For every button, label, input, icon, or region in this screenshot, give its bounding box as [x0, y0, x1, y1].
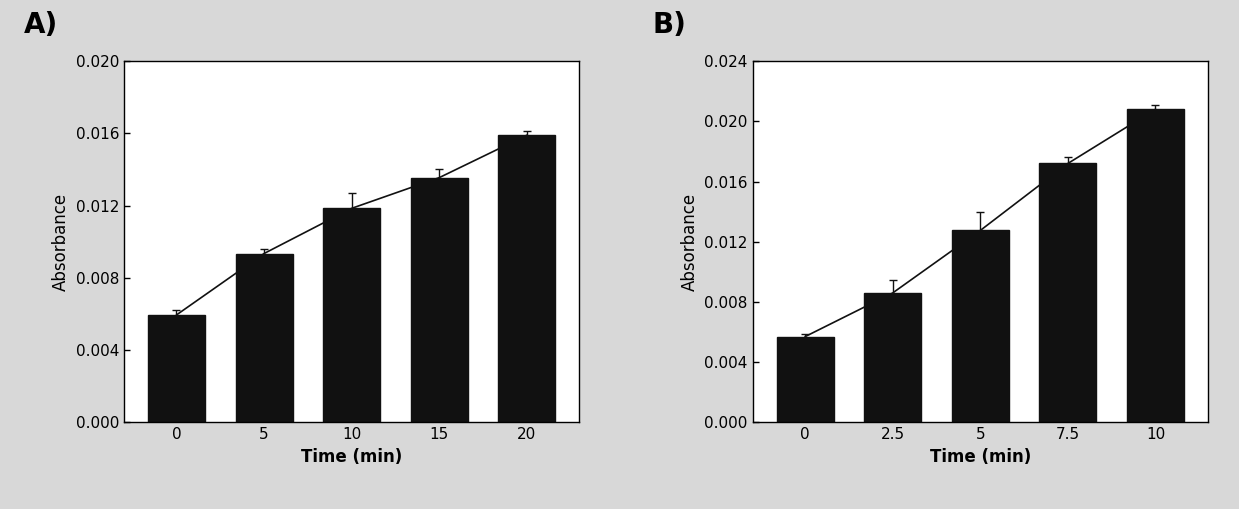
Bar	[777, 336, 834, 422]
Text: B): B)	[652, 11, 686, 39]
Bar	[235, 253, 292, 422]
Bar	[1127, 109, 1184, 422]
Y-axis label: Absorbance: Absorbance	[680, 193, 699, 291]
Text: A): A)	[24, 11, 58, 39]
Bar	[1040, 163, 1097, 422]
Y-axis label: Absorbance: Absorbance	[52, 193, 69, 291]
X-axis label: Time (min): Time (min)	[301, 448, 403, 466]
Bar	[411, 178, 468, 422]
Bar	[323, 208, 380, 422]
Bar	[864, 293, 921, 422]
Bar	[498, 135, 555, 422]
Bar	[147, 315, 204, 422]
Bar	[952, 231, 1009, 422]
X-axis label: Time (min): Time (min)	[929, 448, 1031, 466]
